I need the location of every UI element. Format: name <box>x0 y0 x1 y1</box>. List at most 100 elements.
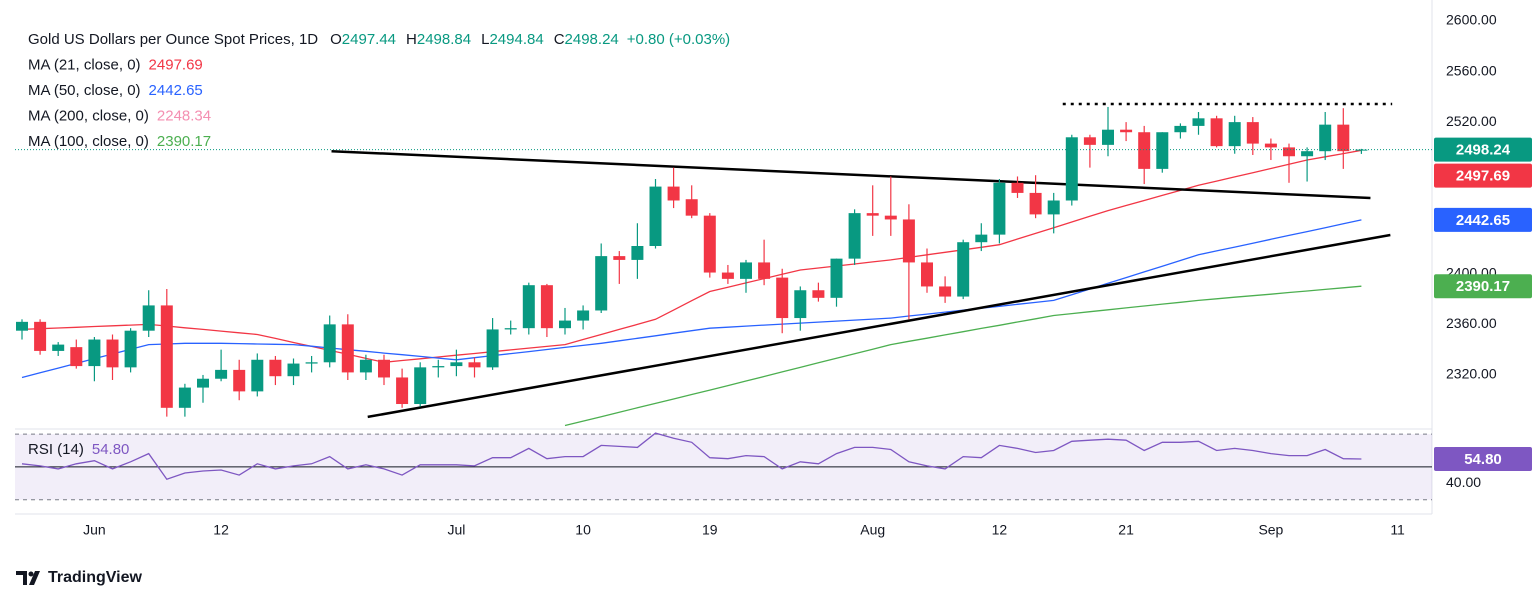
low-value: 2494.84 <box>489 31 543 48</box>
brand-name: TradingView <box>48 569 143 586</box>
rsi-badge <box>1434 447 1532 472</box>
candle-body <box>1283 147 1295 157</box>
candle-body <box>378 359 390 378</box>
y-tick-label: 2520.00 <box>1446 113 1497 129</box>
brand-logo: TradingView <box>16 569 143 586</box>
price-pane <box>15 102 1432 427</box>
candle-body <box>1228 122 1241 147</box>
candle-body <box>251 359 264 392</box>
candle-body <box>197 378 209 388</box>
candle-body <box>414 367 427 405</box>
candle-body <box>359 359 372 373</box>
ohlc-label: L <box>481 31 489 48</box>
candle-body <box>721 272 734 279</box>
rsi-badge-label: 54.80 <box>1464 451 1502 468</box>
x-tick-label: Aug <box>860 522 885 538</box>
candle-body <box>1174 125 1187 133</box>
candle-body <box>866 213 879 216</box>
price-badge-label: 2442.65 <box>1456 212 1510 229</box>
candle-body <box>1264 143 1277 148</box>
rsi-legend: RSI (14) 54.80 <box>28 441 129 458</box>
ohlc-label: H <box>406 31 417 48</box>
price-badge <box>1434 163 1532 188</box>
candle-body <box>486 329 499 368</box>
candle-body <box>1337 124 1350 152</box>
candle-body <box>305 362 318 364</box>
legend-entry: MA (100, close, 0) 2390.17 <box>28 133 211 150</box>
x-tick-label: Jun <box>83 522 106 538</box>
candle-body <box>106 339 119 368</box>
candle-body <box>649 186 662 246</box>
rsi-pane <box>15 432 1432 501</box>
high-value: 2498.84 <box>417 31 471 48</box>
candle-body <box>178 387 191 408</box>
logo-dot <box>28 571 34 577</box>
moving-average-line <box>21 219 1362 379</box>
legend-value: 2390.17 <box>157 133 211 150</box>
candle-body <box>233 369 246 392</box>
candle-body <box>667 186 680 201</box>
candle-body <box>1065 137 1078 201</box>
y-tick-label: 2360.00 <box>1446 315 1497 331</box>
rsi-name: RSI (14) <box>28 441 84 458</box>
candle-body <box>1246 122 1259 144</box>
candle-body <box>975 234 988 243</box>
candle-body <box>1355 149 1368 151</box>
close-value: 2498.24 <box>565 31 619 48</box>
price-badge <box>1434 207 1532 232</box>
trendline <box>331 149 1371 200</box>
candle-body <box>1210 118 1223 147</box>
y-tick-label: 2560.00 <box>1446 62 1497 78</box>
candle-body <box>160 305 173 408</box>
legend: Gold US Dollars per Ounce Spot Prices, 1… <box>28 31 730 458</box>
candle-body <box>1011 182 1024 193</box>
rsi-tick-label: 40.00 <box>1446 474 1481 490</box>
x-tick-label: 10 <box>575 522 591 538</box>
candle-body <box>794 290 807 319</box>
candle-body <box>613 256 626 260</box>
x-tick-label: Sep <box>1258 522 1283 538</box>
candle-body <box>595 256 608 311</box>
candle-body <box>522 285 535 329</box>
candle-body <box>830 258 843 298</box>
price-badge <box>1434 137 1532 162</box>
candle-body <box>902 219 915 263</box>
candle-body <box>432 366 445 368</box>
candle-body <box>1301 151 1314 157</box>
candle-body <box>884 215 897 220</box>
candle-body <box>34 321 47 351</box>
candle-body <box>577 310 590 321</box>
legend-entry: MA (50, close, 0) 2442.65 <box>28 82 203 99</box>
trendline <box>367 233 1391 419</box>
legend-name: MA (21, close, 0) <box>28 56 141 73</box>
candle-body <box>468 362 481 368</box>
candle-body <box>957 242 970 297</box>
candle-body <box>812 290 825 298</box>
candle-body <box>776 277 789 319</box>
ohlc-label: C <box>554 31 565 48</box>
candle-body <box>1102 129 1114 145</box>
moving-average-line <box>564 285 1362 427</box>
ohlc-label: O <box>330 31 342 48</box>
candle-body <box>758 262 771 279</box>
candle-body <box>504 328 517 330</box>
y-tick-label: 2600.00 <box>1446 12 1497 28</box>
price-badge-label: 2498.24 <box>1456 142 1511 159</box>
legend-value: 2248.34 <box>157 107 211 124</box>
legend-value: 2497.69 <box>149 56 203 73</box>
legend-value: 2442.65 <box>149 82 203 99</box>
candle-body <box>1319 124 1332 152</box>
candle-body <box>939 286 952 297</box>
candle-body <box>1083 137 1096 145</box>
legend-entry: MA (21, close, 0) 2497.69 <box>28 56 203 73</box>
candle-body <box>52 344 65 351</box>
candle-body <box>142 305 155 331</box>
x-tick-label: 12 <box>992 522 1008 538</box>
candle-body <box>631 245 644 260</box>
price-badge-label: 2497.69 <box>1456 168 1510 185</box>
candle-body <box>1192 118 1205 126</box>
logo-icon <box>16 571 40 585</box>
x-tick-label: 11 <box>1390 522 1405 538</box>
